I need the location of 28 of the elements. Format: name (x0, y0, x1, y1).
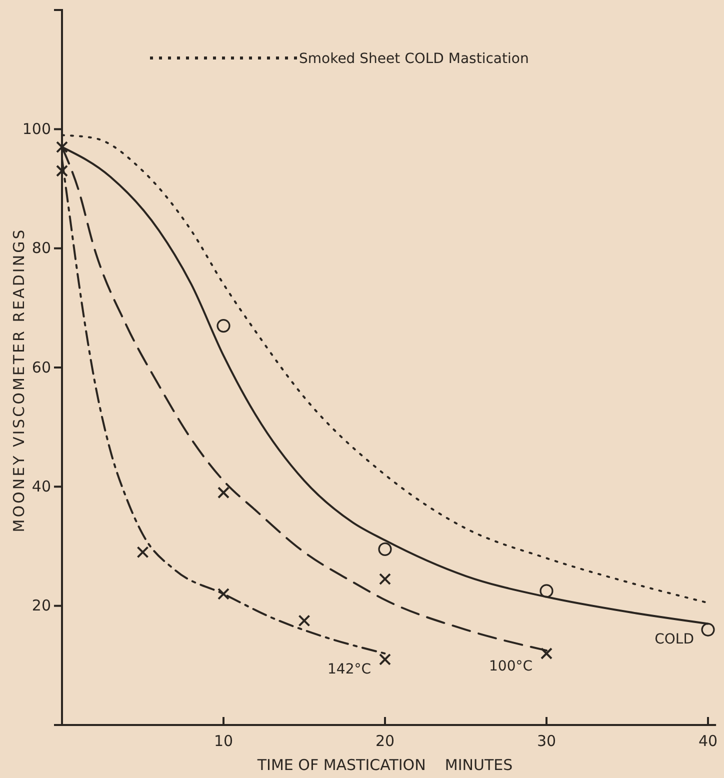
y-axis-title: MOONEY VISCOMETER READINGS (10, 228, 28, 532)
series-label: 100°C (489, 658, 533, 675)
point (378, 542, 392, 556)
y-tick-label: 80 (32, 239, 51, 258)
point (136, 546, 149, 558)
x-tick-label: 30 (536, 732, 556, 750)
point (379, 573, 391, 586)
y-tick-label: 100 (22, 120, 51, 138)
point (540, 648, 552, 660)
point (218, 588, 230, 600)
x-tick-label: 20 (375, 732, 395, 750)
point (218, 486, 230, 499)
point (701, 622, 715, 636)
y-tick-label: 60 (32, 358, 51, 376)
y-tick-label: 20 (32, 596, 51, 615)
x-tick-label: 10 (214, 732, 234, 750)
series-label: COLD (654, 632, 694, 648)
x-axis-title: TIME OF MASTICATION MINUTES (256, 756, 513, 774)
point (56, 141, 68, 154)
point (379, 653, 391, 666)
legend-label: Smoked Sheet COLD Mastication (299, 51, 529, 67)
x-tick-label: 40 (698, 732, 718, 750)
point (216, 318, 230, 333)
point (540, 584, 554, 598)
point (298, 614, 310, 627)
y-tick-label: 40 (32, 477, 51, 496)
series-label: 142°C (328, 662, 372, 678)
point (56, 164, 68, 177)
